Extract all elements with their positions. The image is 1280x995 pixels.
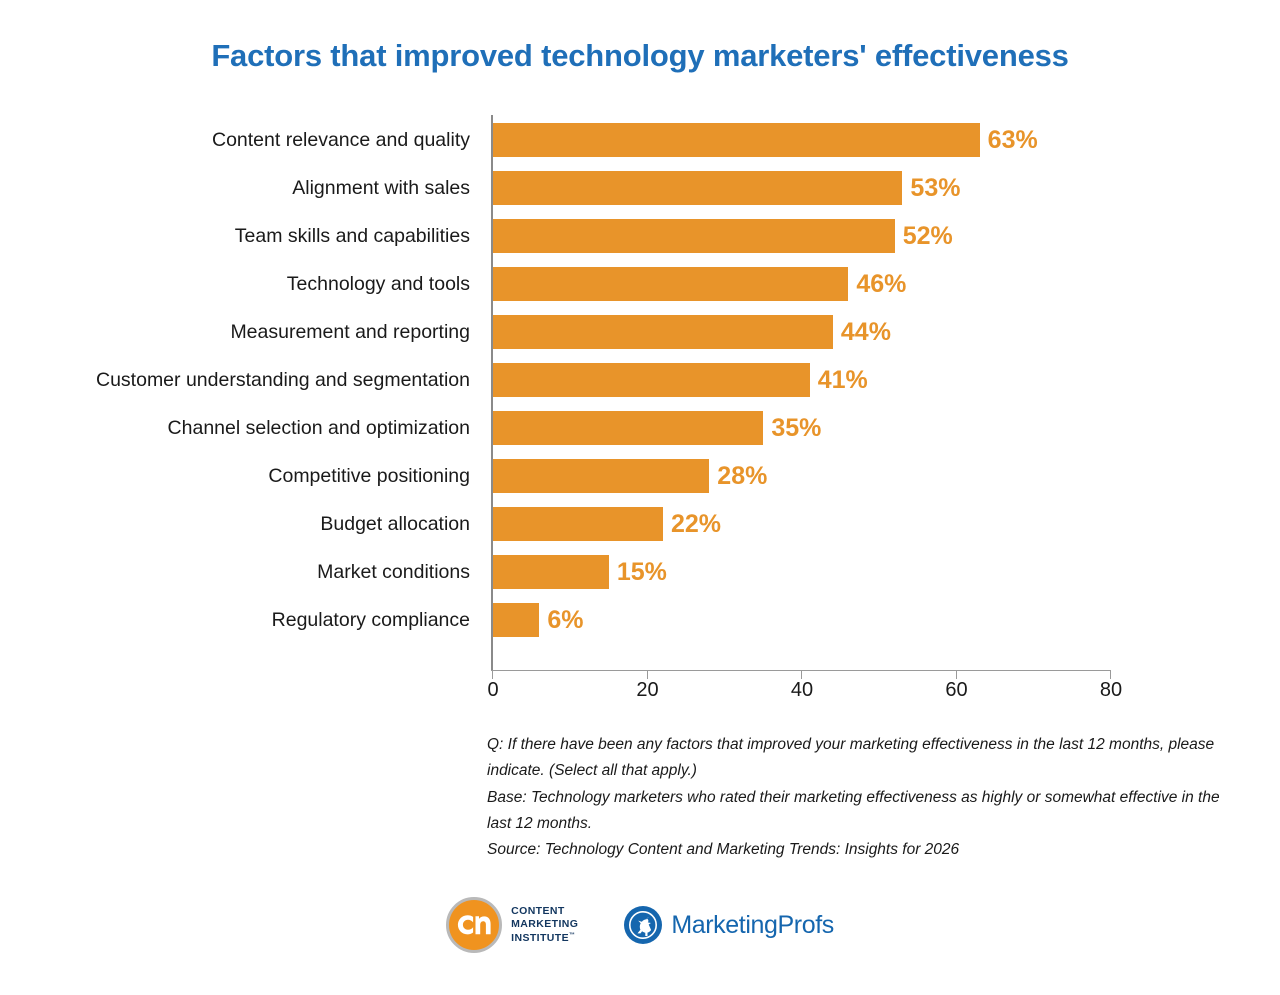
x-tick-mark bbox=[1110, 671, 1111, 679]
category-label: Content relevance and quality bbox=[211, 129, 470, 151]
y-axis-line bbox=[491, 115, 493, 671]
x-axis-line bbox=[491, 670, 1111, 671]
bar-value-label: 44% bbox=[840, 318, 891, 346]
category-label: Alignment with sales bbox=[292, 177, 470, 199]
footnote-source: Source: Technology Content and Marketing… bbox=[487, 841, 960, 859]
bar-fill[interactable] bbox=[493, 315, 833, 349]
bar-value-label: 52% bbox=[902, 222, 953, 250]
table-row: Competitive positioning 28% bbox=[0, 452, 1280, 500]
bar-track: 28% bbox=[493, 459, 767, 493]
x-tick-mark bbox=[955, 671, 957, 679]
logo-bar: CONTENT MARKETING INSTITUTE™ MarketingPr… bbox=[0, 890, 1280, 960]
category-label: Technology and tools bbox=[286, 273, 470, 295]
x-tick-mark bbox=[492, 671, 493, 679]
table-row: Team skills and capabilities 52% bbox=[0, 212, 1280, 260]
category-label: Competitive positioning bbox=[268, 465, 470, 487]
x-tick-mark bbox=[801, 671, 802, 679]
x-tick-label: 60 bbox=[945, 679, 968, 701]
marketingprofs-wordmark: MarketingProfs bbox=[671, 910, 834, 939]
bar-track: 41% bbox=[493, 363, 868, 397]
bar-value-label: 22% bbox=[670, 510, 721, 538]
x-tick-mark bbox=[646, 671, 648, 679]
category-label: Regulatory compliance bbox=[271, 609, 470, 631]
x-tick-label: 80 bbox=[1099, 679, 1123, 701]
cmi-line-3: INSTITUTE™ bbox=[511, 931, 576, 944]
category-label: Channel selection and optimization bbox=[167, 417, 470, 439]
cmi-line-1: CONTENT bbox=[511, 904, 565, 917]
category-label: Measurement and reporting bbox=[230, 321, 470, 343]
table-row: Content relevance and quality 63% bbox=[0, 116, 1280, 164]
bar-value-label: 6% bbox=[547, 606, 584, 634]
bar-fill[interactable] bbox=[493, 459, 710, 493]
table-row: Technology and tools 46% bbox=[0, 260, 1280, 308]
cmi-circle-icon bbox=[446, 897, 503, 953]
trademark-symbol: ™ bbox=[569, 932, 576, 939]
category-label: Market conditions bbox=[317, 561, 470, 583]
x-tick-label: 40 bbox=[790, 679, 814, 701]
bar-fill[interactable] bbox=[493, 603, 540, 637]
category-label: Budget allocation bbox=[320, 513, 470, 535]
table-row: Regulatory compliance 6% bbox=[0, 596, 1280, 644]
marketingprofs-logo: MarketingProfs bbox=[624, 906, 834, 944]
footnote-base: Base: Technology marketers who rated the… bbox=[487, 788, 1220, 833]
content-marketing-institute-logo: CONTENT MARKETING INSTITUTE™ bbox=[446, 897, 578, 953]
x-tick-label: 0 bbox=[487, 679, 499, 701]
bar-fill[interactable] bbox=[493, 219, 895, 253]
category-label: Team skills and capabilities bbox=[234, 225, 470, 247]
bar-fill[interactable] bbox=[493, 123, 980, 157]
table-row: Alignment with sales 53% bbox=[0, 164, 1280, 212]
table-row: Budget allocation 22% bbox=[0, 500, 1280, 548]
bar-value-label: 35% bbox=[771, 414, 822, 442]
footnotes: Q: If there have been any factors that i… bbox=[487, 732, 1227, 864]
bar-fill[interactable] bbox=[493, 555, 609, 589]
bar-value-label: 28% bbox=[717, 462, 768, 490]
bar-fill[interactable] bbox=[493, 171, 903, 205]
bar-track: 35% bbox=[493, 411, 821, 445]
bar-fill[interactable] bbox=[493, 411, 764, 445]
x-tick-label: 20 bbox=[636, 679, 659, 701]
footnote-question: Q: If there have been any factors that i… bbox=[487, 736, 1215, 780]
bar-track: 52% bbox=[493, 219, 953, 253]
bar-fill[interactable] bbox=[493, 267, 849, 301]
bar-value-label: 15% bbox=[616, 558, 667, 586]
bar-track: 44% bbox=[493, 315, 891, 349]
table-row: Channel selection and optimization 35% bbox=[0, 404, 1280, 452]
bar-track: 63% bbox=[493, 123, 1038, 157]
bar-value-label: 53% bbox=[910, 174, 961, 202]
table-row: Customer understanding and segmentation … bbox=[0, 356, 1280, 404]
bar-fill[interactable] bbox=[493, 507, 663, 541]
bar-chart: Content relevance and quality 63% Alignm… bbox=[0, 115, 1280, 701]
table-row: Market conditions 15% bbox=[0, 548, 1280, 596]
bar-track: 15% bbox=[493, 555, 667, 589]
bar-track: 6% bbox=[493, 603, 583, 637]
table-row: Measurement and reporting 44% bbox=[0, 308, 1280, 356]
category-label: Customer understanding and segmentation bbox=[96, 369, 470, 391]
bar-value-label: 46% bbox=[856, 270, 907, 298]
bar-track: 46% bbox=[493, 267, 906, 301]
bar-track: 53% bbox=[493, 171, 960, 205]
bar-fill[interactable] bbox=[493, 363, 810, 397]
cmi-line-2: MARKETING bbox=[511, 918, 579, 931]
page-title: Factors that improved technology markete… bbox=[211, 38, 1069, 73]
bar-value-label: 63% bbox=[987, 126, 1038, 154]
bar-value-label: 41% bbox=[817, 366, 868, 394]
bar-track: 22% bbox=[493, 507, 721, 541]
cmi-wordmark: CONTENT MARKETING INSTITUTE™ bbox=[511, 905, 578, 945]
marketingprofs-bird-icon bbox=[624, 906, 663, 944]
